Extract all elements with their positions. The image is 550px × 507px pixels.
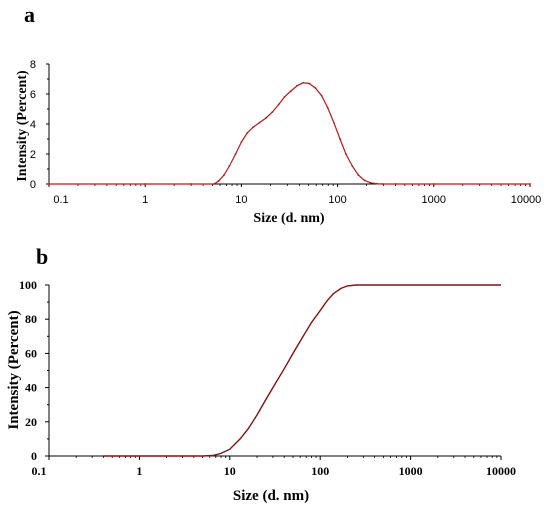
y-tick-label: 8 <box>30 59 36 71</box>
data-point <box>326 106 329 109</box>
data-point <box>345 153 347 155</box>
panel-b: b 0 20 40 60 80 100 0.1 1 10 100 1000 10000 Size (… <box>6 244 516 504</box>
data-point <box>351 165 354 167</box>
data-point <box>265 117 267 119</box>
panel-b-series-line <box>103 284 501 457</box>
x-tick-label: 1 <box>136 464 142 478</box>
data-point <box>314 87 317 89</box>
data-point <box>339 138 341 140</box>
x-tick-label: 100 <box>328 194 346 206</box>
panel-b-label: b <box>36 244 48 269</box>
data-point <box>217 180 220 182</box>
y-tick-label: 100 <box>19 278 37 292</box>
data-point <box>308 82 311 85</box>
x-tick-label: 100 <box>311 464 329 478</box>
x-tick-label: 10000 <box>511 194 542 206</box>
data-point <box>240 141 243 143</box>
panel-a-y-label: Intensity (Percent) <box>15 70 30 182</box>
y-tick-label: 0 <box>31 449 37 463</box>
panel-a-series-line <box>49 82 530 185</box>
y-tick-label: 40 <box>25 381 37 395</box>
panel-a-x-ticks: 0.1 1 10 100 1000 10000 <box>48 184 542 206</box>
panel-a-label: a <box>24 2 35 27</box>
panel-a-y-ticks: 0 2 4 6 8 <box>30 59 49 191</box>
y-tick-label: 6 <box>30 89 36 101</box>
data-point <box>48 183 50 185</box>
panel-b-x-label: Size (d. nm) <box>233 488 309 504</box>
data-point <box>283 96 286 98</box>
data-point <box>394 183 397 185</box>
x-tick-label: 10000 <box>486 464 516 478</box>
data-point <box>363 179 366 182</box>
y-tick-label: 60 <box>25 346 37 360</box>
data-point <box>228 165 231 167</box>
data-point <box>213 183 215 185</box>
x-tick-label: 1 <box>142 194 148 206</box>
data-point <box>246 132 249 134</box>
panel-b-x-ticks: 0.1 1 10 100 1000 10000 <box>32 456 516 478</box>
data-point <box>381 183 384 185</box>
x-tick-label: 10 <box>224 464 236 478</box>
data-point <box>289 90 292 92</box>
x-tick-label: 1000 <box>399 464 423 478</box>
x-tick-label: 1000 <box>422 194 446 206</box>
panel-a-x-label: Size (d. nm) <box>253 211 325 226</box>
data-point <box>302 81 305 84</box>
data-point <box>320 94 323 97</box>
data-point <box>144 183 147 185</box>
data-point <box>277 103 280 106</box>
panel-b-y-ticks: 0 20 40 60 80 100 <box>19 278 49 463</box>
data-point <box>357 174 360 176</box>
x-tick-label: 0.1 <box>53 194 68 206</box>
data-point <box>375 182 378 185</box>
data-point <box>332 121 335 124</box>
data-point <box>271 111 274 113</box>
x-tick-label: 10 <box>235 194 247 206</box>
data-point <box>529 183 531 185</box>
data-point <box>258 121 261 124</box>
y-tick-label: 4 <box>30 119 36 131</box>
data-point <box>190 183 192 185</box>
y-tick-label: 2 <box>30 149 36 161</box>
data-point <box>296 84 298 87</box>
panel-b-y-label: Intensity (Percent) <box>6 310 22 429</box>
y-tick-label: 0 <box>30 179 36 191</box>
data-point <box>223 174 225 176</box>
y-tick-label: 80 <box>25 312 37 326</box>
data-point <box>252 126 255 128</box>
x-tick-label: 0.1 <box>32 464 47 478</box>
data-point <box>369 181 372 184</box>
data-point <box>234 153 237 155</box>
data-point <box>432 183 435 185</box>
y-tick-label: 20 <box>25 415 37 429</box>
